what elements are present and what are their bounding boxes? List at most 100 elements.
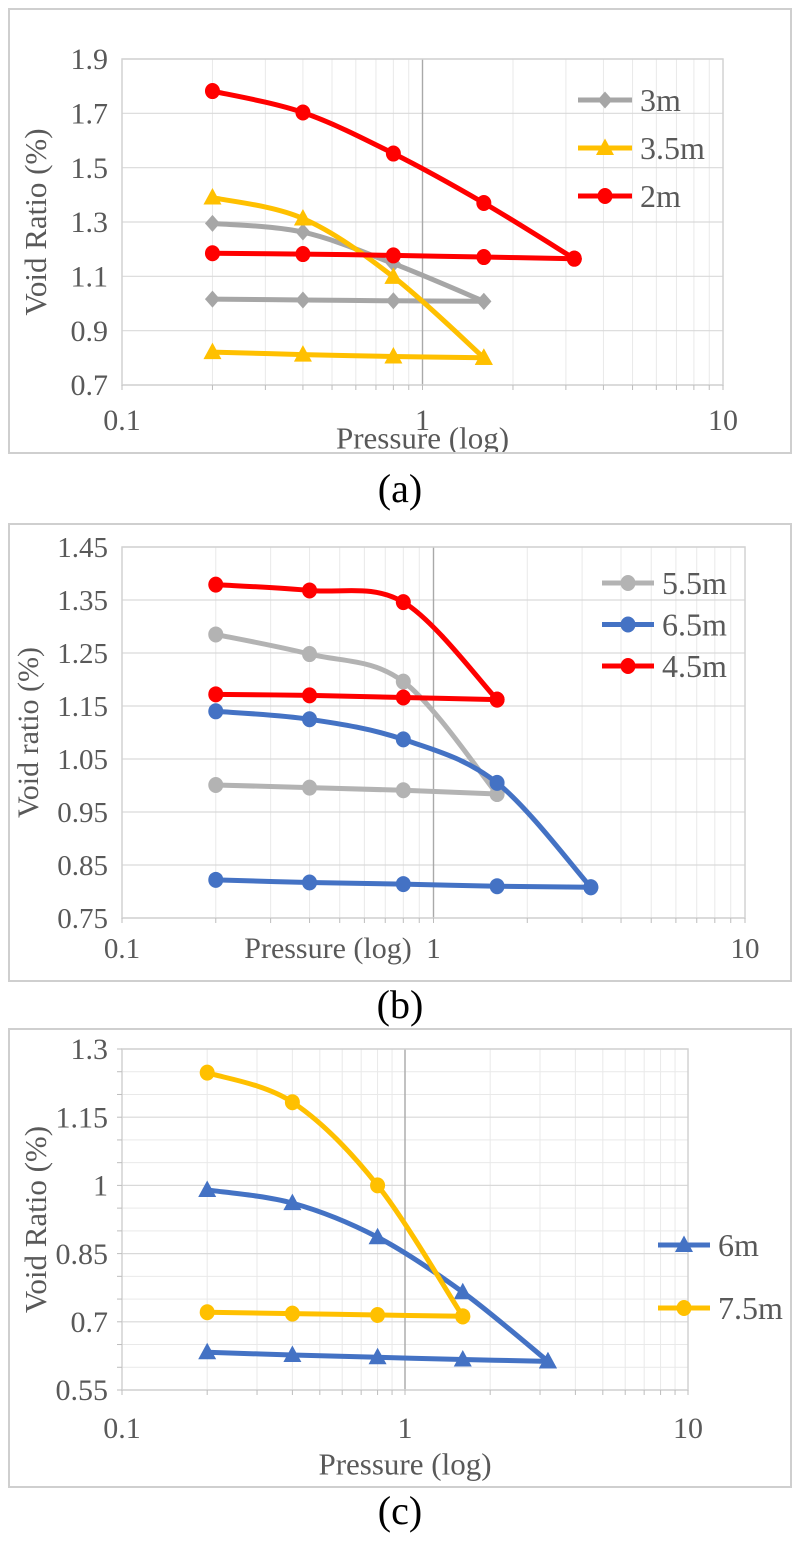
series-6.5m-marker — [489, 878, 505, 895]
y-tick-label: 1 — [93, 1170, 108, 1203]
series-3.5m-marker — [293, 208, 312, 226]
y-tick-label: 1.9 — [71, 43, 109, 76]
chart-b-svg: 0.75 0.85 0.95 1.05 1.15 1.25 1.35 1.45 0.1 1 10 Pr… — [12, 532, 760, 965]
y-tick-label: 0.95 — [57, 797, 108, 829]
series-2m-marker — [295, 104, 311, 121]
y-tick-label: 0.85 — [56, 1238, 109, 1271]
series-2m-marker — [385, 247, 401, 264]
chart-panel-a: 0.7 0.9 1.1 1.3 1.5 1.7 1.9 0.1 1 10 Pressure (log… — [8, 8, 792, 454]
legend-entry-7.5m: 7.5m — [658, 1290, 783, 1326]
legend-label: 2m — [640, 178, 681, 214]
y-tick-label: 0.85 — [57, 850, 108, 882]
y-tick-label: 1.15 — [56, 1101, 109, 1134]
legend-entry-3.5m: 3.5m — [578, 130, 705, 166]
series-7.5m-marker — [199, 1304, 215, 1321]
caption-b: (b) — [376, 982, 424, 1027]
legend-entry-3m: 3m — [578, 82, 681, 118]
legend-label: 7.5m — [718, 1290, 783, 1326]
y-tick-label: 0.75 — [57, 903, 108, 935]
series-7.5m-marker — [455, 1308, 471, 1325]
series-3.5m-marker — [384, 267, 403, 284]
series-5.5m-marker — [302, 779, 318, 796]
series-6m-marker — [538, 1351, 557, 1369]
chart-c-svg: 0.55 0.7 0.85 1 1.15 1.3 0.1 1 10 Pressure (log) V… — [18, 1033, 783, 1482]
y-tick-label: 0.7 — [71, 1306, 109, 1339]
series-3m-marker — [385, 292, 401, 310]
x-tick-label: 10 — [731, 933, 760, 965]
y-axis-title: Void Ratio (%) — [18, 1126, 53, 1313]
legend-label: 5.5m — [662, 565, 727, 601]
series-4.5m-marker — [208, 686, 224, 703]
series-3.5m-marker — [293, 345, 312, 362]
series-7.5m-marker — [370, 1177, 386, 1194]
series-3m-marker — [295, 223, 311, 241]
series-3.5m-compression-line — [209, 195, 487, 361]
caption-c: (c) — [377, 1487, 423, 1533]
y-tick-label: 1.3 — [71, 206, 109, 239]
series-3.5m-marker — [203, 188, 222, 205]
series-3m-marker — [295, 291, 311, 309]
series-6m-marker — [198, 1180, 217, 1197]
legend-3.5m-marker — [596, 138, 614, 155]
y-tick-label: 1.5 — [71, 152, 109, 185]
legend-6.5m-marker — [620, 616, 636, 633]
legend-7.5m-marker — [676, 1300, 692, 1316]
series-7.5m-compression-line — [204, 1070, 466, 1319]
series-2m-marker — [476, 249, 492, 266]
x-tick-label: 10 — [708, 404, 738, 437]
series-6m-marker — [198, 1342, 217, 1360]
series-6.5m-marker — [208, 703, 224, 720]
x-tick-label: 0.1 — [103, 404, 141, 437]
series-5.5m-marker — [395, 782, 411, 799]
series-2m-marker — [204, 83, 220, 100]
series-6.5m-marker — [395, 731, 411, 748]
x-tick-label: 0.1 — [104, 933, 140, 965]
x-tick-label: 1 — [426, 933, 441, 965]
y-tick-label: 0.7 — [71, 369, 109, 402]
legend-5.5m-marker — [620, 575, 636, 591]
y-tick-label: 0.55 — [56, 1374, 109, 1407]
series-5.5m-marker — [395, 673, 411, 690]
series-2m-marker — [566, 250, 582, 267]
series-7.5m-rebound-line — [204, 1309, 466, 1319]
series-3.5m-marker — [203, 342, 222, 360]
series-4.5m-marker — [489, 691, 505, 708]
series-2m-marker — [385, 145, 401, 162]
legend-6m-marker — [675, 1235, 693, 1252]
legend-label: 4.5m — [662, 648, 727, 684]
series-7.5m-marker — [284, 1094, 300, 1111]
series-3m-marker — [476, 292, 492, 310]
series-7.5m-marker — [370, 1306, 386, 1323]
y-tick-label: 1.7 — [71, 98, 109, 131]
x-tick-label: 0.1 — [103, 1412, 141, 1445]
x-axis-title: Pressure (log) — [336, 421, 509, 452]
legend-label: 6.5m — [662, 606, 727, 642]
series-6.5m-marker — [583, 879, 599, 896]
series-6m-marker — [453, 1350, 472, 1367]
series-3.5m-marker — [474, 348, 493, 365]
y-tick-label: 1.3 — [71, 1033, 109, 1066]
series-7.5m-marker — [284, 1305, 300, 1322]
series-6m-marker — [283, 1345, 302, 1362]
series-6m-marker — [283, 1193, 302, 1211]
y-tick-label: 1.05 — [57, 744, 108, 776]
legend-entry-2m: 2m — [578, 178, 681, 214]
series-6m-marker — [453, 1282, 472, 1300]
chart-panel-c: 0.55 0.7 0.85 1 1.15 1.3 0.1 1 10 Pressure (log) V… — [8, 1028, 792, 1488]
series-4.5m-compression-line — [213, 582, 500, 703]
series-5.5m-marker — [489, 785, 505, 802]
series-3m-marker — [204, 290, 220, 308]
series-3m-marker — [204, 214, 220, 232]
legend-entry-4.5m: 4.5m — [602, 648, 727, 684]
series-6m-marker — [368, 1227, 387, 1245]
y-tick-label: 1.25 — [57, 638, 108, 670]
series-4.5m-marker — [208, 576, 224, 593]
x-axis-title: Pressure (log) — [318, 1447, 491, 1482]
figure-stack: 0.7 0.9 1.1 1.3 1.5 1.7 1.9 0.1 1 10 Pressure (log… — [0, 8, 800, 1533]
series-5.5m-marker — [302, 646, 318, 663]
series-6.5m-marker — [302, 874, 318, 891]
legend-label: 3.5m — [640, 130, 705, 166]
chart-a-svg: 0.7 0.9 1.1 1.3 1.5 1.7 1.9 0.1 1 10 Pressure (log… — [18, 43, 738, 452]
series-5.5m-compression-line — [213, 631, 500, 797]
series-3.5m-marker — [384, 346, 403, 364]
